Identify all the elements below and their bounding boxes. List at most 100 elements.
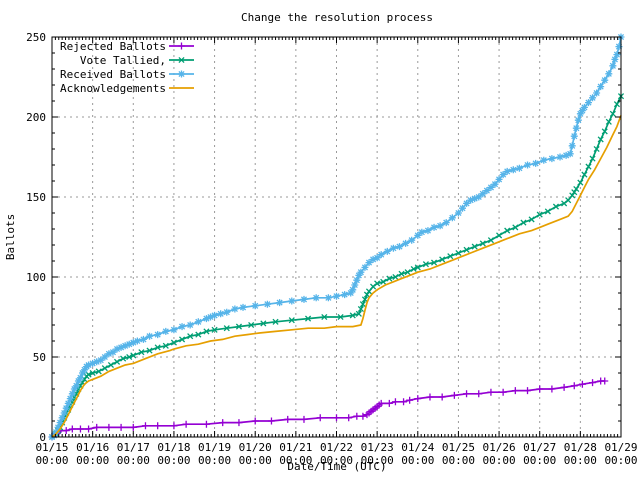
cross-marker: [392, 273, 399, 281]
star-marker: [471, 195, 479, 203]
cross-marker: [439, 256, 446, 263]
x-tick-date-label: 01/28: [564, 441, 597, 454]
star-marker: [347, 289, 355, 297]
cross-marker: [581, 171, 588, 178]
x-tick-date-label: 01/21: [279, 441, 312, 454]
plus-marker: [536, 385, 544, 393]
cross-marker: [349, 312, 356, 319]
legend-entry-acknowledgements: Acknowledgements: [60, 82, 194, 95]
plus-marker: [391, 398, 399, 406]
star-marker: [515, 164, 523, 172]
cross-marker: [85, 371, 92, 378]
cross-marker: [361, 296, 369, 303]
star-marker: [361, 263, 369, 271]
cross-marker: [288, 317, 295, 324]
series-received-ballots-line: [51, 36, 622, 438]
x-tick-date-label: 01/20: [239, 441, 272, 454]
star-marker: [562, 151, 570, 159]
plus-marker: [377, 399, 385, 407]
x-tick-date-label: 01/16: [76, 441, 109, 454]
star-marker: [74, 377, 82, 385]
star-marker: [458, 204, 466, 212]
star-marker: [408, 236, 416, 244]
star-marker: [601, 76, 609, 84]
star-marker: [146, 332, 154, 340]
star-marker: [312, 294, 320, 302]
cross-marker: [365, 288, 373, 295]
cross-marker: [101, 365, 108, 372]
plus-marker: [251, 417, 259, 425]
y-tick-label: 50: [33, 351, 46, 364]
plus-marker: [353, 412, 361, 420]
x-tick-time-label: 00:00: [604, 454, 637, 467]
star-marker: [76, 374, 84, 382]
plus-marker: [524, 387, 532, 395]
plus-marker: [345, 414, 353, 422]
x-tick-date-label: 01/22: [320, 441, 353, 454]
cross-marker: [414, 264, 421, 271]
star-marker: [186, 321, 194, 329]
star-marker: [373, 254, 381, 262]
plus-marker: [438, 393, 446, 401]
x-tick-time-label: 00:00: [76, 454, 109, 467]
star-marker: [341, 291, 349, 299]
plus-marker: [385, 399, 393, 407]
y-axis-label: Ballots: [4, 214, 17, 260]
star-marker: [503, 167, 511, 175]
x-tick-date-label: 01/17: [117, 441, 150, 454]
cross-marker: [386, 275, 393, 282]
cross-marker: [304, 315, 312, 322]
cross-marker: [544, 208, 551, 215]
cross-marker: [211, 326, 218, 333]
cross-marker: [126, 353, 133, 361]
star-marker: [414, 231, 422, 239]
star-marker: [499, 171, 507, 179]
cross-marker: [404, 269, 411, 276]
plus-marker: [475, 390, 483, 398]
star-marker: [56, 419, 64, 427]
cross-marker: [601, 128, 608, 135]
star-marker: [613, 51, 621, 59]
star-marker: [574, 116, 582, 124]
star-marker: [162, 327, 170, 335]
star-marker: [239, 303, 247, 311]
cross-marker: [496, 232, 503, 239]
star-marker: [402, 239, 410, 247]
plus-marker: [170, 422, 178, 430]
star-marker: [276, 299, 284, 307]
star-marker: [89, 359, 97, 367]
x-tick-date-label: 01/23: [361, 441, 394, 454]
plus-marker: [316, 414, 324, 422]
cross-marker: [571, 189, 578, 196]
star-marker: [139, 335, 147, 343]
x-tick-time-label: 00:00: [442, 454, 475, 467]
star-marker: [570, 132, 578, 140]
plus-marker: [284, 415, 292, 423]
y-tick-label: 150: [26, 191, 46, 204]
x-tick-time-label: 00:00: [157, 454, 190, 467]
plus-marker: [117, 423, 125, 431]
plus-marker: [570, 382, 578, 390]
star-marker: [548, 155, 556, 163]
plus-marker: [219, 419, 227, 427]
star-marker: [383, 247, 391, 255]
x-tick-date-label: 01/18: [157, 441, 190, 454]
star-marker: [576, 110, 584, 118]
cross-marker: [463, 246, 470, 253]
x-tick-date-label: 01/27: [523, 441, 556, 454]
star-marker: [64, 399, 72, 407]
plus-marker: [414, 395, 422, 403]
cross-marker: [260, 320, 267, 327]
cross-marker: [95, 368, 102, 375]
star-marker: [154, 331, 162, 339]
star-marker: [251, 302, 259, 310]
star-marker: [202, 315, 210, 323]
cross-marker: [272, 318, 279, 325]
cross-marker: [203, 328, 210, 335]
star-marker: [589, 94, 597, 102]
star-marker: [424, 227, 432, 235]
legend-label: Vote Tallied,: [80, 54, 166, 67]
series-layer: [48, 33, 625, 441]
star-marker: [101, 353, 109, 361]
plus-marker: [182, 420, 190, 428]
